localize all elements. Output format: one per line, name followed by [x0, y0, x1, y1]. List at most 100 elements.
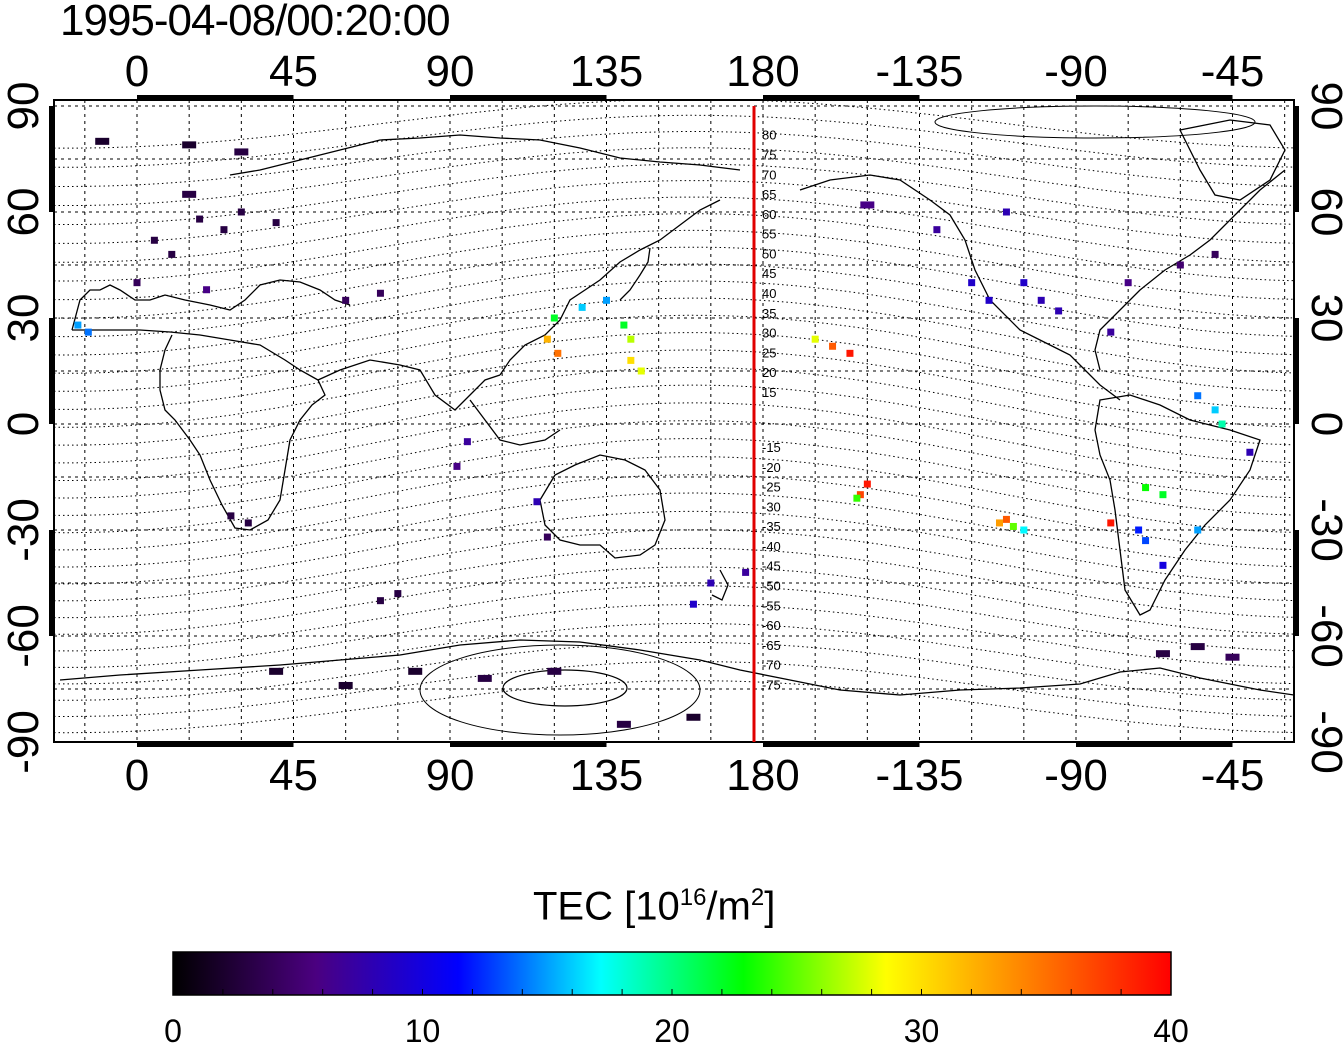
contour-label: -25	[762, 480, 781, 495]
figure-title: 1995-04-08/00:20:00	[60, 0, 451, 45]
latitude-tick-label: -60	[0, 604, 48, 668]
longitude-tick-label: 180	[726, 751, 799, 800]
contour-label: -20	[762, 460, 781, 475]
tec-point	[550, 314, 558, 322]
longitude-tick-label: 180	[726, 47, 799, 96]
longitude-tick-label: -90	[1044, 751, 1108, 800]
contour-label: -55	[762, 598, 781, 613]
tec-point	[1009, 522, 1017, 530]
tec-point	[376, 597, 384, 605]
coastlines	[59, 119, 1294, 696]
coast-new-zealand	[711, 569, 729, 601]
contour-label: 55	[762, 227, 776, 242]
tec-point	[637, 367, 645, 375]
longitude-tick-label: 45	[269, 751, 318, 800]
coast-australia	[539, 454, 666, 559]
contour-label: 15	[762, 385, 776, 400]
latitude-tick-label: 60	[1302, 188, 1344, 237]
tec-point	[1218, 420, 1226, 428]
tec-point	[689, 600, 697, 608]
contour-label: 45	[762, 266, 776, 281]
magnetic-latitude-contour	[54, 510, 1294, 585]
right-frame-bar	[1293, 318, 1299, 424]
tec-point	[150, 236, 158, 244]
latitude-tick-label: 90	[0, 82, 48, 131]
magnetic-latitude-contour	[54, 349, 1294, 428]
tec-point	[547, 667, 562, 675]
magnetic-latitude-contour	[54, 456, 1294, 534]
tec-point	[686, 713, 701, 721]
tec-point	[133, 279, 141, 287]
magnetic-latitude-contour	[54, 547, 1294, 619]
coast-europe	[71, 279, 351, 331]
latitude-tick-label: -90	[0, 710, 48, 774]
contour-label: 75	[762, 147, 776, 162]
top-frame-bar	[1076, 95, 1233, 101]
tec-point	[1107, 519, 1115, 527]
tec-point	[603, 296, 610, 304]
contour-label: -35	[762, 519, 781, 534]
coast-south-america	[1094, 394, 1261, 616]
magnetic-latitude-contour	[54, 147, 1294, 206]
magnetic-latitude-contour	[54, 420, 1294, 499]
contour-label: 25	[762, 345, 776, 360]
tec-point	[234, 148, 249, 156]
tec-point	[244, 519, 252, 527]
right-frame-bar	[1293, 530, 1299, 636]
longitude-tick-label: -45	[1201, 47, 1265, 96]
contour-label: 50	[762, 246, 776, 261]
top-frame-bar	[763, 95, 920, 101]
tec-point	[620, 321, 628, 329]
magnetic-latitude-contour	[54, 661, 1294, 717]
contour-label: -30	[762, 499, 781, 514]
magnetic-latitude-contour	[54, 438, 1294, 516]
magnetic-pole-contour	[502, 669, 628, 707]
tec-point	[84, 328, 92, 336]
tec-point	[616, 720, 631, 728]
longitude-tick-label: 135	[570, 47, 643, 96]
contour-label: 40	[762, 286, 776, 301]
colorbar-tick-label: 10	[405, 1013, 441, 1048]
magnetic-contours	[54, 100, 1294, 736]
bottom-frame-bar	[137, 741, 294, 747]
longitude-tick-label: -45	[1201, 751, 1265, 800]
tec-point	[707, 579, 715, 587]
left-frame-bar	[49, 318, 55, 424]
contour-label: 65	[762, 187, 776, 202]
longitude-tick-label: 0	[125, 47, 149, 96]
left-frame-bar	[49, 530, 55, 636]
top-frame-bar	[450, 95, 607, 101]
magnetic-latitude-contour	[54, 114, 1294, 168]
magnetic-latitude-contour	[54, 367, 1294, 446]
magnetic-latitude-contour	[54, 180, 1294, 244]
coast-north-america	[799, 174, 1121, 401]
tec-point	[408, 667, 423, 675]
tec-point	[227, 512, 235, 520]
contour-label: 80	[762, 128, 776, 143]
tec-point	[74, 321, 82, 329]
tec-point	[1107, 328, 1115, 336]
coast-east-asia	[499, 199, 721, 376]
magnetic-latitude-contour	[54, 474, 1294, 551]
tec-point	[394, 590, 402, 598]
tec-point	[477, 674, 492, 682]
bottom-frame-bar	[1076, 741, 1233, 747]
left-frame-bar	[49, 106, 55, 212]
contour-label: 30	[762, 326, 776, 341]
tec-point	[1194, 526, 1202, 534]
coast-arctic-eurasia	[229, 134, 741, 176]
contour-label: -75	[762, 677, 781, 692]
tec-point	[533, 498, 541, 506]
tec-point	[272, 219, 280, 227]
contour-label: 60	[762, 207, 776, 222]
coast-na-east	[1094, 169, 1286, 371]
colorbar-ticks: 0 10 20 30 40	[164, 989, 1189, 1048]
magnetic-latitude-contour	[54, 263, 1294, 338]
contour-label: -60	[762, 618, 781, 633]
longitude-tick-label: -90	[1044, 47, 1108, 96]
tec-point	[463, 438, 471, 446]
magnetic-latitude-contour	[54, 623, 1294, 685]
longitude-tick-label: -135	[875, 751, 963, 800]
tec-point	[1211, 406, 1219, 414]
contour-label: -40	[762, 539, 781, 554]
